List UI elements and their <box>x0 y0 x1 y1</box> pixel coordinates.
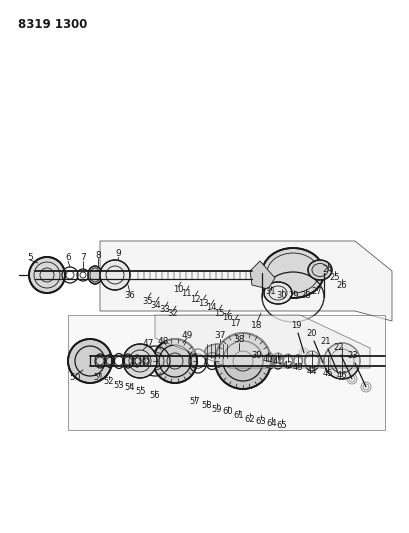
Text: 56: 56 <box>149 391 160 400</box>
Polygon shape <box>249 261 274 289</box>
Text: 5: 5 <box>27 253 33 262</box>
Text: 32: 32 <box>167 310 178 319</box>
Text: 17: 17 <box>229 319 240 327</box>
Text: 53: 53 <box>113 381 124 390</box>
Text: 54: 54 <box>124 384 135 392</box>
Text: 36: 36 <box>124 290 135 300</box>
Polygon shape <box>155 315 369 368</box>
Circle shape <box>100 260 130 290</box>
Text: 6: 6 <box>65 254 71 262</box>
Text: 18: 18 <box>251 320 262 329</box>
Text: 63: 63 <box>255 416 266 425</box>
Circle shape <box>323 343 359 379</box>
Text: 44: 44 <box>306 367 317 376</box>
Text: 38: 38 <box>233 335 244 344</box>
Ellipse shape <box>261 248 323 298</box>
Text: 7: 7 <box>80 254 85 262</box>
Text: 25: 25 <box>329 272 339 281</box>
Text: 23: 23 <box>347 351 357 359</box>
Polygon shape <box>68 315 384 430</box>
Text: 16: 16 <box>221 313 232 322</box>
Text: 30: 30 <box>276 290 287 300</box>
Text: 28: 28 <box>300 290 310 300</box>
Text: 42: 42 <box>282 360 292 369</box>
Text: 26: 26 <box>336 280 346 289</box>
Text: 52: 52 <box>103 376 114 385</box>
Text: 58: 58 <box>201 401 212 410</box>
Text: 14: 14 <box>205 303 216 312</box>
Text: 47: 47 <box>142 338 153 348</box>
Text: 40: 40 <box>262 354 272 364</box>
Text: 10: 10 <box>172 286 183 295</box>
Text: 35: 35 <box>142 296 153 305</box>
Polygon shape <box>100 241 391 321</box>
Text: 37: 37 <box>214 332 225 341</box>
Text: 64: 64 <box>266 418 276 427</box>
Ellipse shape <box>229 351 245 361</box>
Text: 21: 21 <box>320 336 330 345</box>
Text: 19: 19 <box>290 320 301 329</box>
Text: 31: 31 <box>265 287 276 296</box>
Text: 61: 61 <box>233 411 244 421</box>
Ellipse shape <box>88 266 102 284</box>
Circle shape <box>153 339 196 383</box>
Text: 48: 48 <box>157 336 168 345</box>
Circle shape <box>29 257 65 293</box>
Text: 29: 29 <box>288 292 299 301</box>
Text: 8: 8 <box>95 251 101 260</box>
Text: 39: 39 <box>251 351 262 359</box>
Ellipse shape <box>263 282 291 304</box>
Circle shape <box>68 339 112 383</box>
Text: 34: 34 <box>151 301 161 310</box>
Ellipse shape <box>204 344 230 358</box>
Text: 62: 62 <box>244 415 255 424</box>
Text: 20: 20 <box>306 328 317 337</box>
Text: 41: 41 <box>272 358 283 367</box>
Text: 13: 13 <box>197 298 208 308</box>
Text: 49: 49 <box>181 330 192 340</box>
Text: 43: 43 <box>292 364 303 373</box>
Text: 12: 12 <box>189 295 200 303</box>
Text: 57: 57 <box>189 398 200 407</box>
Text: 60: 60 <box>222 408 233 416</box>
Text: 55: 55 <box>135 386 146 395</box>
Text: 22: 22 <box>333 343 344 351</box>
Text: 59: 59 <box>211 405 222 414</box>
Text: 46: 46 <box>336 372 346 381</box>
Text: 27: 27 <box>311 287 321 296</box>
Text: 11: 11 <box>180 289 191 298</box>
Ellipse shape <box>307 260 331 280</box>
Text: 9: 9 <box>115 249 121 259</box>
Text: 8319 1300: 8319 1300 <box>18 18 87 31</box>
Circle shape <box>214 333 270 389</box>
Text: 65: 65 <box>276 421 287 430</box>
Text: 33: 33 <box>159 305 170 314</box>
Text: 15: 15 <box>213 309 224 318</box>
Text: 24: 24 <box>322 264 333 273</box>
Circle shape <box>123 344 157 378</box>
Text: 50: 50 <box>69 373 81 382</box>
Text: 45: 45 <box>322 369 333 378</box>
Text: 51: 51 <box>94 374 104 383</box>
